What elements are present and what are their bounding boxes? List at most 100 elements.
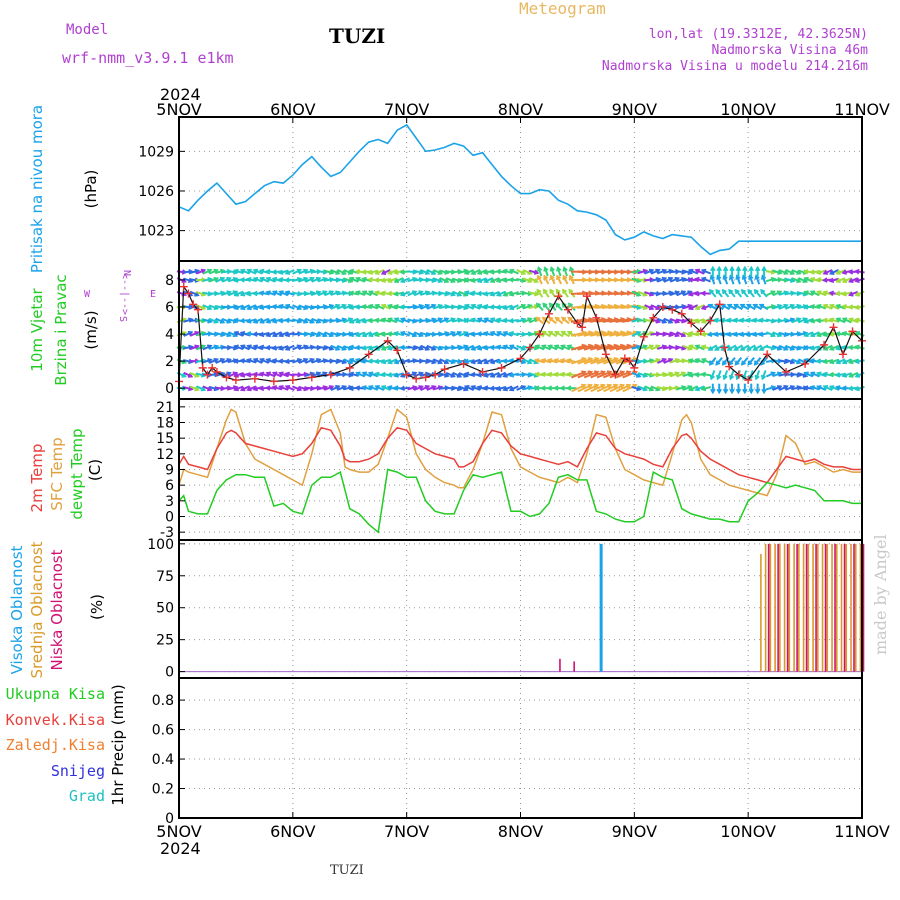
precip-unit-label: 1hr Precip (mm) bbox=[109, 684, 127, 805]
wind-arrow-head bbox=[483, 359, 489, 365]
wind-arrow-head bbox=[367, 345, 374, 351]
wind-arrow-head bbox=[740, 288, 746, 295]
wind-arrow-head bbox=[373, 277, 380, 283]
wind-arrow-head bbox=[835, 385, 841, 391]
wind-arrow-head bbox=[553, 371, 559, 378]
wind-arrow-head bbox=[648, 386, 655, 392]
wind-arrow-head bbox=[556, 266, 562, 272]
wind-speed-marker bbox=[563, 305, 572, 314]
wind-arrow-head bbox=[748, 265, 754, 272]
wind-arrow-head bbox=[348, 385, 354, 392]
wind-arrow bbox=[577, 318, 593, 323]
wind-arrow-head bbox=[482, 304, 489, 310]
wind-arrow-head bbox=[476, 385, 483, 391]
x-tick-label-bottom: 10NOV bbox=[720, 822, 776, 841]
wind-arrow-head bbox=[296, 358, 303, 364]
wind-arrow-head bbox=[815, 303, 822, 310]
wind-arrow bbox=[570, 344, 586, 351]
wind-arrow-head bbox=[594, 370, 600, 376]
precip-legend-label: Konvek.Kisa bbox=[6, 711, 105, 729]
wind-speed-line bbox=[178, 284, 863, 383]
wind-arrow-head bbox=[694, 305, 700, 311]
wind-arrow-head bbox=[758, 331, 764, 338]
wind-arrow-head bbox=[554, 316, 560, 322]
wind-arrow-head bbox=[533, 269, 540, 275]
wind-speed-marker bbox=[193, 305, 202, 314]
wind-arrow-head bbox=[489, 372, 496, 378]
wind-arrow-head bbox=[277, 358, 284, 364]
wind-arrow-head bbox=[450, 372, 456, 378]
wind-arrow bbox=[602, 318, 618, 323]
wind-arrow-head bbox=[694, 268, 701, 274]
wind-arrow-head bbox=[636, 291, 642, 297]
wind-arrow-head bbox=[847, 304, 854, 310]
y-tick-label: 15 bbox=[156, 431, 174, 447]
wind-arrow-head bbox=[556, 274, 561, 280]
wind-arrow-head bbox=[694, 276, 700, 283]
wind-arrow bbox=[570, 357, 586, 365]
wind-arrow-head bbox=[758, 317, 764, 323]
wind-arrow-head bbox=[822, 277, 828, 283]
wind-arrow-head bbox=[258, 331, 265, 338]
wind-arrow-head bbox=[374, 269, 380, 275]
wind-arrow-head bbox=[361, 345, 367, 351]
wind-arrow bbox=[596, 384, 612, 393]
y-tick-label: 0 bbox=[165, 510, 174, 526]
wind-arrow-head bbox=[495, 317, 502, 323]
wind-arrow-head bbox=[733, 345, 739, 351]
wind-arrow bbox=[615, 384, 631, 393]
wind-arrow-head bbox=[700, 358, 707, 364]
wind-arrow-head bbox=[386, 345, 393, 351]
wind-arrow bbox=[583, 331, 599, 337]
wind-arrow-head bbox=[527, 317, 533, 323]
wind-arrow-head bbox=[543, 274, 549, 280]
wind-arrow-head bbox=[252, 371, 258, 378]
wind-arrow-head bbox=[476, 345, 483, 351]
wind-speed-marker bbox=[383, 336, 392, 345]
cloud-high-label: Visoka Oblacnost bbox=[8, 545, 26, 674]
wind-speed-marker bbox=[582, 292, 591, 301]
wind-arrow-head bbox=[233, 330, 239, 336]
wind-arrow-head bbox=[367, 332, 374, 338]
wind-speed-marker bbox=[179, 282, 188, 291]
wind-speed-marker bbox=[592, 313, 601, 322]
wind-arrow-head bbox=[501, 358, 508, 364]
wind-arrow-head bbox=[239, 268, 246, 274]
wind-arrow-head bbox=[854, 291, 861, 297]
wind-arrow-head bbox=[835, 269, 841, 275]
wind-arrow-head bbox=[380, 359, 387, 365]
wind-arrow-head bbox=[252, 385, 258, 392]
wind-arrow-head bbox=[264, 344, 271, 351]
wind-speed-marker bbox=[649, 313, 658, 322]
wind-arrow-head bbox=[476, 372, 482, 378]
wind-arrow-head bbox=[828, 277, 835, 283]
wind-arrow-head bbox=[219, 318, 226, 324]
wind-speed-marker bbox=[677, 309, 686, 318]
wind-arrow-head bbox=[361, 318, 367, 324]
wind-arrow-head bbox=[735, 265, 742, 272]
wind-arrow-head bbox=[520, 359, 527, 365]
wind-arrow-head bbox=[606, 383, 613, 389]
wind-arrow-head bbox=[502, 386, 508, 392]
wind-speed-marker bbox=[307, 373, 316, 382]
wind-arrow-head bbox=[816, 332, 822, 338]
wind-arrow-head bbox=[828, 385, 835, 391]
wind-arrow bbox=[583, 370, 599, 379]
wind-arrow-head bbox=[233, 268, 239, 275]
wind-arrow-head bbox=[508, 291, 515, 297]
wind-arrow-head bbox=[296, 305, 303, 311]
wind-arrow-head bbox=[232, 317, 239, 324]
y-tick-label: 9 bbox=[165, 463, 174, 479]
wind-arrow-head bbox=[328, 385, 335, 391]
wind-arrow-head bbox=[796, 359, 802, 365]
wind-arrow-head bbox=[361, 269, 367, 275]
wind-arrow-head bbox=[822, 290, 828, 296]
wind-arrow-head bbox=[246, 386, 252, 392]
wind-arrow-head bbox=[694, 331, 700, 337]
wind-arrow-head bbox=[496, 372, 502, 378]
y-tick-label: 0 bbox=[165, 665, 174, 681]
y-tick-label: 18 bbox=[156, 416, 174, 432]
wind-arrow-head bbox=[271, 332, 278, 338]
wind-arrow-head bbox=[463, 331, 470, 338]
wind-arrow bbox=[622, 384, 637, 393]
